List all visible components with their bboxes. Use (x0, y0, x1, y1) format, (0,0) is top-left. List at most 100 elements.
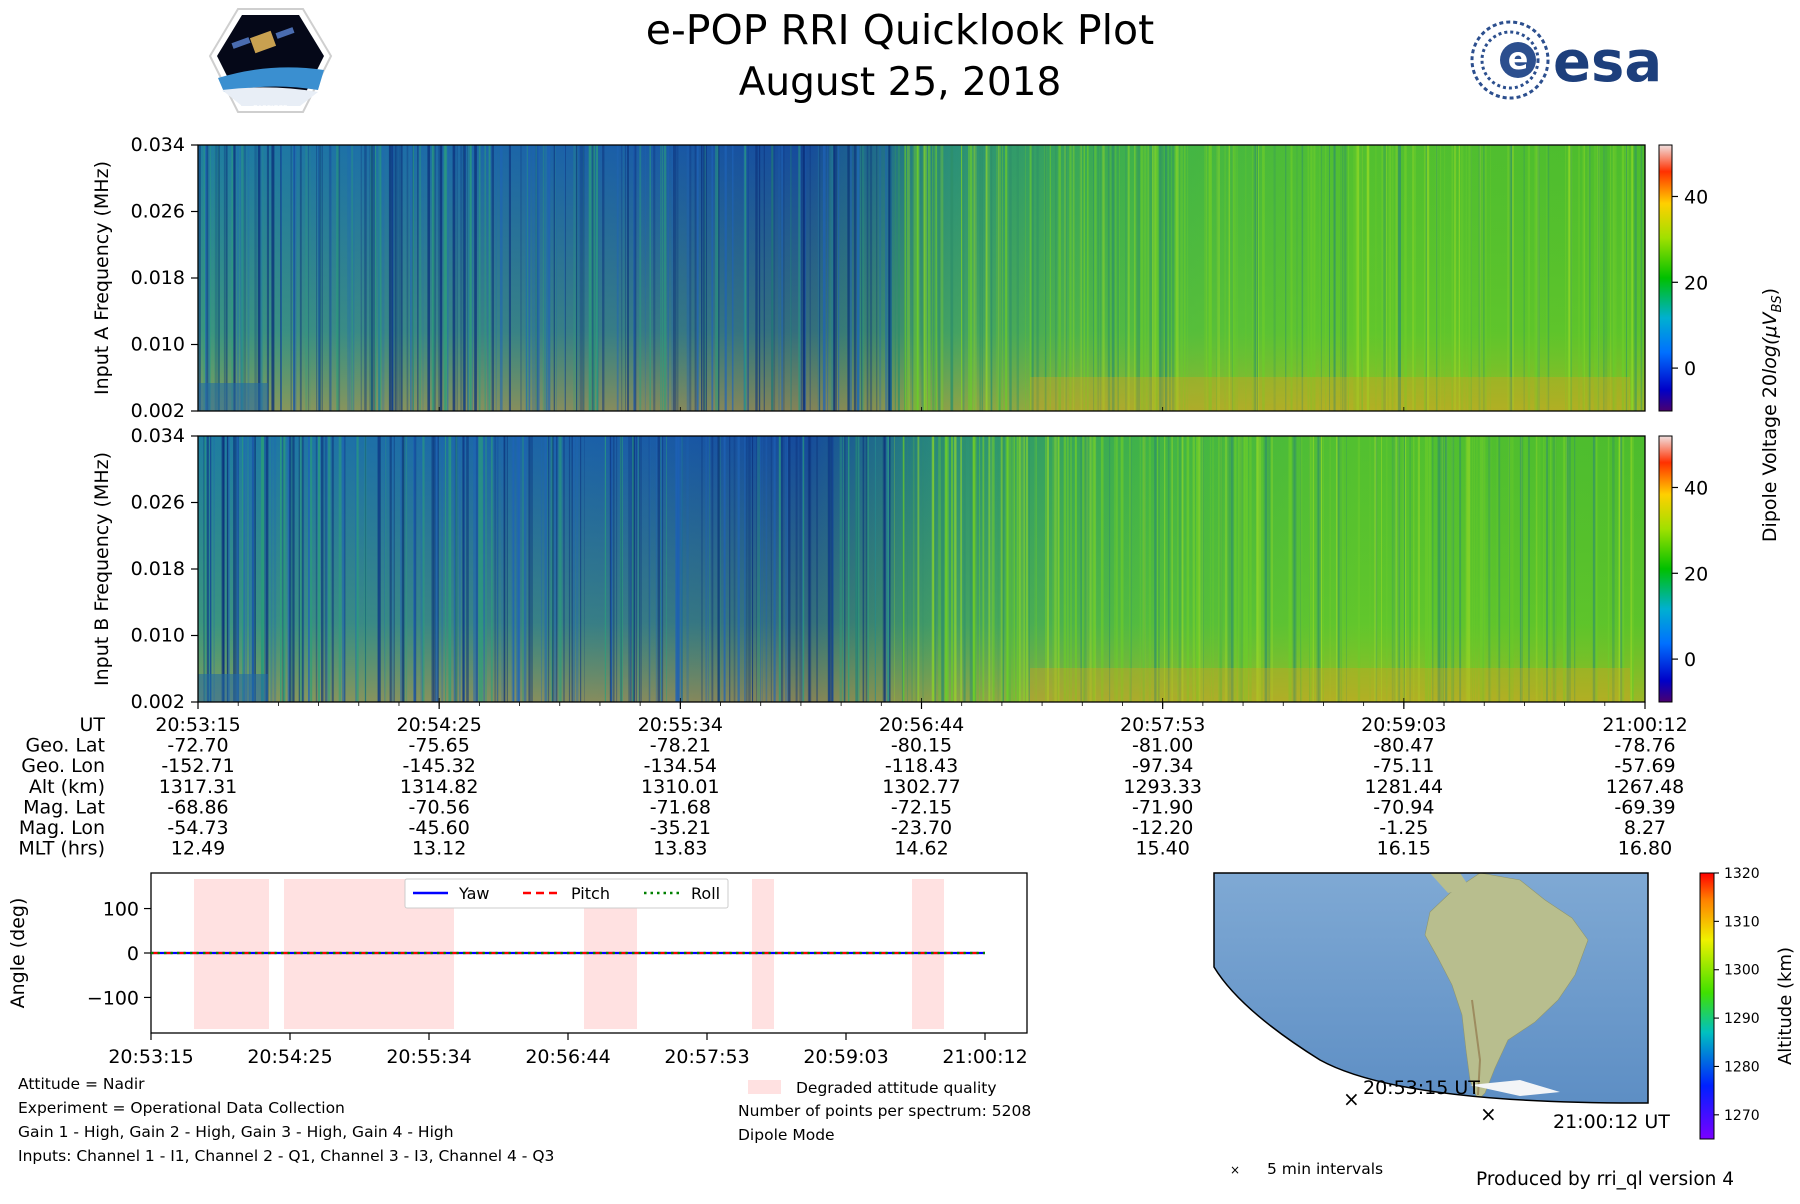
spectrogram-stripe (1602, 145, 1604, 411)
spectrogram-stripe (610, 436, 612, 702)
spectrogram-stripe (344, 436, 346, 702)
spectrogram-stripe (1470, 145, 1472, 411)
ephemeris-cell: 13.12 (412, 838, 466, 860)
spectrogram-stripe (1319, 436, 1321, 702)
spectrogram-stripe (1249, 436, 1252, 702)
spectrogram-stripe (391, 145, 394, 411)
altitude-tick-label: 1270 (1724, 1108, 1760, 1124)
spectrogram-stripe (517, 436, 521, 702)
spectrogram-stripe (1403, 436, 1405, 702)
spectrogram-stripe (1329, 145, 1330, 411)
spectrogram-stripe (299, 145, 301, 411)
spectrogram-stripe (802, 436, 804, 702)
spectrogram-stripe (406, 436, 408, 702)
spectrogram-stripe (1001, 436, 1004, 702)
spectrogram-stripe (1626, 145, 1629, 411)
spectrogram-stripe (1425, 145, 1427, 411)
spectrogram-stripe (783, 145, 785, 411)
spectrogram-stripe (653, 145, 656, 411)
spectrogram-stripe (511, 436, 515, 702)
spectrogram-stripe (621, 436, 622, 702)
spectrogram-stripe (1256, 436, 1259, 702)
spectrogram-stripe (1067, 436, 1069, 702)
spectrogram-stripe (308, 145, 310, 411)
spectrogram-stripe (883, 436, 886, 702)
spectrogram-stripe (788, 436, 791, 702)
ephemeris-row-label: Geo. Lat (26, 735, 105, 757)
spectrogram-stripe (897, 145, 900, 411)
spectrogram-stripe (988, 436, 991, 702)
ephemeris-row-label: MLT (hrs) (18, 838, 105, 860)
spectrogram-stripe (667, 145, 669, 411)
spectrogram-stripe (623, 145, 625, 411)
spectrogram-stripe (1074, 145, 1075, 411)
spectrogram-stripe (917, 145, 920, 411)
spectrogram-stripe (497, 436, 498, 702)
spectrogram-stripe (590, 145, 593, 411)
spectrogram-stripe (1329, 436, 1331, 702)
spectrogram-stripe (309, 145, 311, 411)
spectrogram-band (198, 674, 268, 702)
spectrogram-stripe (1534, 145, 1537, 411)
spectrogram-stripe (795, 436, 798, 702)
spectrogram-stripe (717, 436, 720, 702)
spectrogram-stripe (1094, 145, 1097, 411)
spectrogram-stripe (1285, 145, 1287, 411)
spectrogram-stripe (1258, 436, 1261, 702)
spectrogram-stripe (1245, 145, 1247, 411)
spectrogram-stripe (1483, 145, 1485, 411)
spectrogram-stripe (773, 436, 776, 702)
spectrogram-stripe (890, 145, 892, 411)
spectrogram-stripe (483, 436, 485, 702)
spectrogram-stripe (1288, 436, 1292, 702)
spectrogram-stripe (1044, 145, 1047, 411)
ephemeris-cell: -23.70 (891, 817, 952, 839)
spectrogram-stripe (649, 145, 651, 411)
spectrogram-stripe (991, 436, 993, 702)
spectrogram-stripe (1625, 145, 1628, 411)
spectrogram-stripe (584, 436, 585, 702)
spectrogram-stripe (673, 145, 676, 411)
spectrogram-stripe (1227, 436, 1231, 702)
spectrogram-stripe (264, 436, 268, 702)
spectrogram-stripe (369, 145, 371, 411)
spectrogram-stripe (1436, 145, 1438, 411)
spectrogram-stripe (923, 145, 927, 411)
spectrogram-stripe (455, 436, 458, 702)
ephemeris-cell: -75.11 (1373, 755, 1434, 777)
spectrogram-stripe (299, 436, 302, 702)
spectrogram-stripe (1035, 436, 1037, 702)
spectrogram-stripe (1615, 145, 1617, 411)
spectrogram-stripe (289, 436, 293, 702)
spectrogram-stripe (576, 145, 578, 411)
spectrogram-stripe (1025, 436, 1028, 702)
spectrogram-stripe (660, 145, 661, 411)
spectrogram-stripe (522, 436, 524, 702)
spectrogram-stripe (1472, 436, 1474, 702)
spectrogram-stripe (1022, 436, 1026, 702)
spectrogram-b-yticks: 0.034 0.026 0.018 0.010 0.002 (131, 425, 198, 713)
spectrogram-stripe (1125, 145, 1127, 411)
spectrogram-stripe (1231, 145, 1233, 411)
ephemeris-cell: -145.32 (402, 755, 475, 777)
spectrogram-stripe (1058, 436, 1060, 702)
spectrogram-stripe (1578, 145, 1580, 411)
spectrogram-stripe (572, 436, 575, 702)
attitude-xtick-label: 21:00:12 (942, 1046, 1027, 1068)
spectrogram-stripe (422, 436, 425, 702)
attitude-xtick-label: 20:57:53 (664, 1046, 749, 1068)
spectrogram-stripe (715, 145, 718, 411)
spectrogram-stripe (1156, 145, 1159, 411)
spectrogram-stripe (221, 436, 225, 702)
spectrogram-stripe (1002, 145, 1003, 411)
spectrogram-stripe (290, 436, 293, 702)
spectrogram-stripe (971, 436, 973, 702)
spectrogram-stripe (271, 145, 274, 411)
spectrogram-stripe (381, 145, 385, 411)
ephemeris-cell: -75.65 (409, 735, 470, 757)
spectrogram-stripe (855, 436, 857, 702)
spectrogram-stripe (1461, 145, 1463, 411)
spectrogram-stripe (1596, 145, 1599, 411)
spectrogram-stripe (342, 436, 345, 702)
spectrogram-stripe (365, 436, 367, 702)
